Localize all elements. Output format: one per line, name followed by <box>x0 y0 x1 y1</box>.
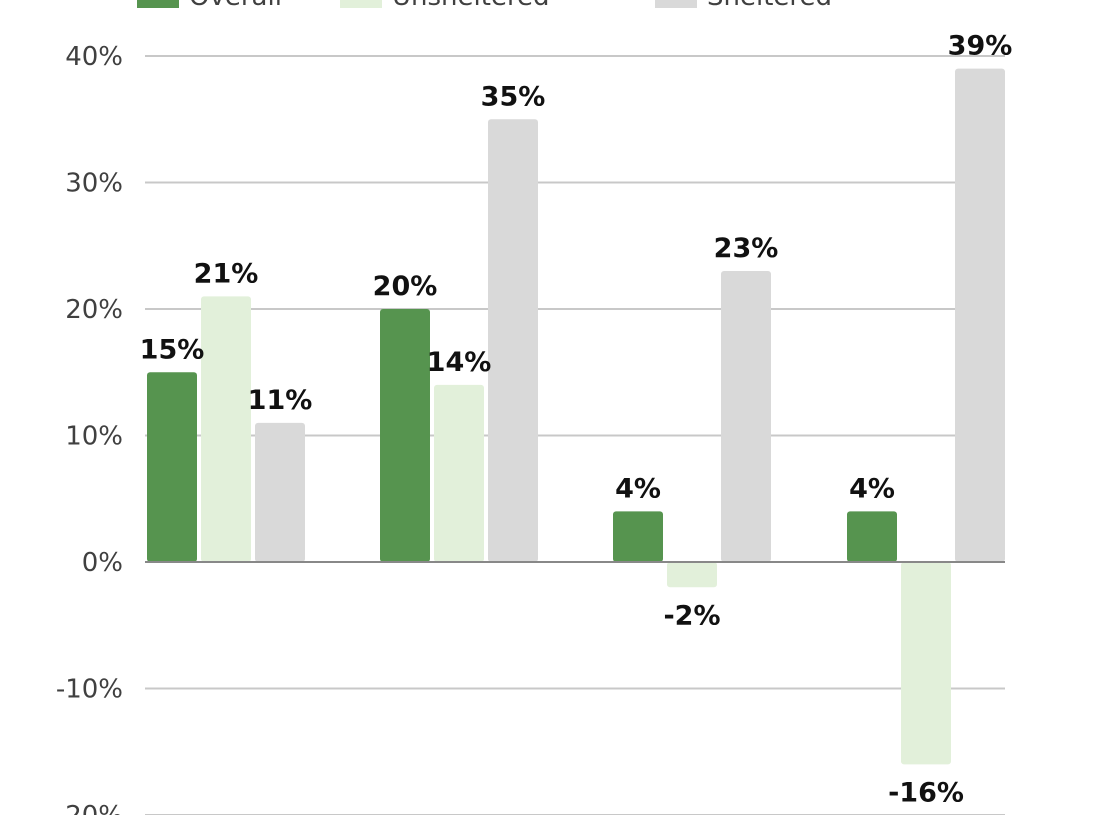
data-label: 35% <box>481 81 546 112</box>
data-label: 14% <box>427 347 492 378</box>
data-label: 4% <box>849 473 895 504</box>
bar-sheltered <box>721 271 771 562</box>
legend-label: Unsheltered <box>392 0 550 12</box>
y-tick-label: 0% <box>82 548 123 578</box>
y-tick-label: -10% <box>56 675 123 705</box>
bar-sheltered <box>955 68 1005 563</box>
data-label: 20% <box>373 271 438 302</box>
bar-overall <box>847 511 897 562</box>
y-tick-label: 20% <box>65 295 123 325</box>
data-label: 21% <box>194 258 259 289</box>
bar-unsheltered <box>434 384 484 562</box>
bar-sheltered <box>488 119 538 562</box>
data-label: 4% <box>615 473 661 504</box>
legend-swatch <box>137 0 179 8</box>
bar-overall <box>380 309 430 562</box>
y-axis-ticks: 40% 30% 20% 10% 0% -10% -20% <box>56 42 123 815</box>
data-label: 39% <box>948 31 1013 62</box>
legend-label: Sheltered <box>707 0 832 12</box>
y-tick-label: -20% <box>56 801 123 815</box>
y-tick-label: 40% <box>65 42 123 72</box>
y-tick-label: 10% <box>65 422 123 452</box>
data-label: 23% <box>714 233 779 264</box>
y-tick-label: 30% <box>65 169 123 199</box>
legend-swatch <box>655 0 697 8</box>
data-label: 11% <box>248 385 313 416</box>
bars <box>147 68 1005 765</box>
bar-overall <box>147 372 197 562</box>
legend-label: Overall <box>189 0 282 12</box>
bar-unsheltered <box>201 296 251 562</box>
chart-legend: Overall Unsheltered Sheltered <box>137 0 832 12</box>
data-labels: 15% 20% 4% 4% 21% 14% -2% -16% 11% 35% 23% 39% <box>140 31 1013 809</box>
legend-swatch <box>340 0 382 8</box>
bar-unsheltered <box>667 562 717 588</box>
bar-sheltered <box>255 422 305 562</box>
bar-unsheltered <box>901 562 951 765</box>
data-label: -2% <box>663 600 720 631</box>
data-label: -16% <box>888 777 964 808</box>
bar-overall <box>613 511 663 562</box>
data-label: 15% <box>140 334 205 365</box>
